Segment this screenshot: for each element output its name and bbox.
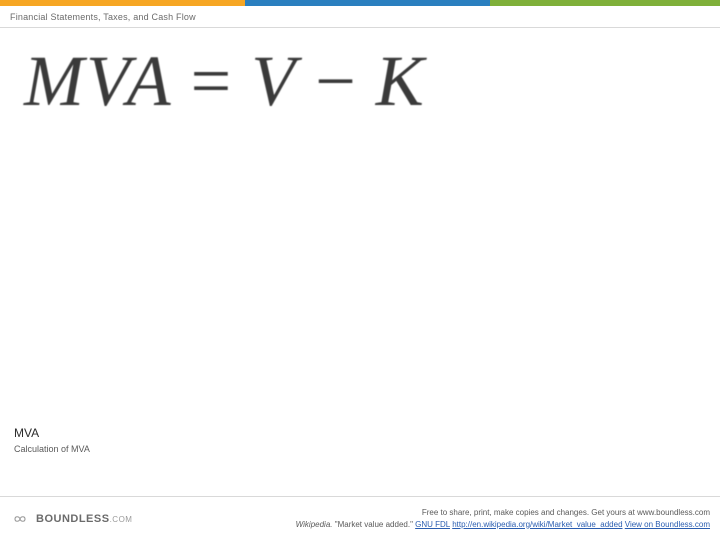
formula-lhs: MVA [24,41,173,121]
brand-logo: BOUNDLESS.COM [10,509,132,529]
caption-subtitle: Calculation of MVA [14,444,90,454]
brand-name: BOUNDLESS [36,513,110,525]
formula-rhs-right: K [376,41,426,121]
infinity-icon [10,509,30,529]
breadcrumb-text: Financial Statements, Taxes, and Cash Fl… [10,12,196,22]
source-url-link[interactable]: http://en.wikipedia.org/wiki/Market_valu… [452,520,622,529]
formula-display: MVA=V−K [24,40,426,123]
formula-rhs-left: V [251,41,297,121]
slide-page: Financial Statements, Taxes, and Cash Fl… [0,0,720,540]
view-on-boundless-link[interactable]: View on Boundless.com [625,520,710,529]
license-link[interactable]: GNU FDL [415,520,450,529]
caption-block: MVA Calculation of MVA [14,426,90,454]
footer-bar: BOUNDLESS.COM Free to share, print, make… [0,496,720,540]
attribution-line1: Free to share, print, make copies and ch… [296,507,710,519]
breadcrumb-bar: Financial Statements, Taxes, and Cash Fl… [0,6,720,28]
attribution-source: Wikipedia. [296,520,333,529]
brand-text: BOUNDLESS.COM [36,513,132,525]
minus-sign: − [297,41,376,121]
equals-sign: = [173,41,252,121]
brand-domain: .COM [110,515,133,524]
attribution-quote: "Market value added." [333,520,416,529]
attribution-line2: Wikipedia. "Market value added." GNU FDL… [296,519,710,531]
caption-title: MVA [14,426,90,440]
attribution-block: Free to share, print, make copies and ch… [296,507,710,531]
